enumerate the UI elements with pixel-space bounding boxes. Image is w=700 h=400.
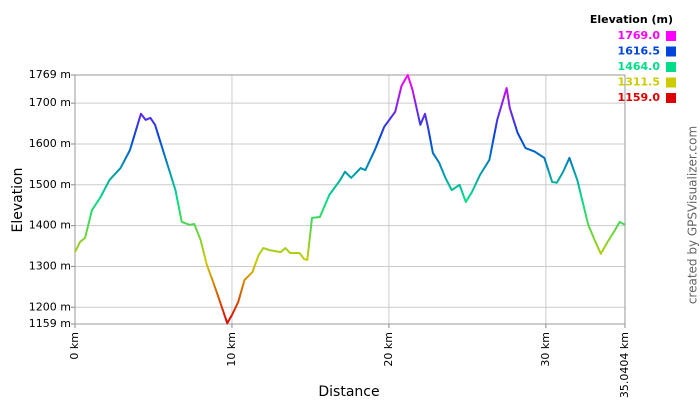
y-axis-label: Elevation (10, 167, 26, 232)
credit: created by GPSVisualizer.com (686, 126, 700, 304)
legend-swatch (666, 62, 676, 72)
y-tick-label: 1159 m (29, 317, 71, 330)
plot-frame (74, 74, 626, 325)
y-tick-label: 1500 m (29, 178, 71, 191)
y-tick-label: 1300 m (29, 259, 71, 272)
y-tick-label: 1769 m (29, 68, 71, 81)
x-axis-label: Distance (318, 384, 379, 400)
legend-swatch (666, 93, 676, 103)
legend-label: 1616.5 (618, 45, 660, 58)
x-tick-label: 0 km (68, 332, 81, 360)
legend-label: 1311.5 (618, 76, 660, 89)
elevation-line (74, 74, 626, 325)
y-tick-label: 1600 m (29, 137, 71, 150)
legend-label: 1769.0 (618, 29, 661, 42)
legend-label: 1464.0 (618, 60, 661, 73)
x-tick-label: 20 km (382, 332, 395, 367)
legend-swatch (666, 31, 676, 41)
x-tick-label: 30 km (539, 332, 552, 367)
x-tick-label: 10 km (225, 332, 238, 367)
y-tick-label: 1200 m (29, 300, 71, 313)
legend-swatch (666, 77, 676, 88)
legend-swatch (666, 46, 676, 57)
legend-title: Elevation (m) (590, 13, 673, 26)
y-tick-label: 1700 m (29, 96, 71, 109)
x-tick-label: 35.0404 km (618, 332, 631, 398)
y-tick-label: 1400 m (29, 219, 71, 232)
legend-label: 1159.0 (618, 91, 661, 104)
